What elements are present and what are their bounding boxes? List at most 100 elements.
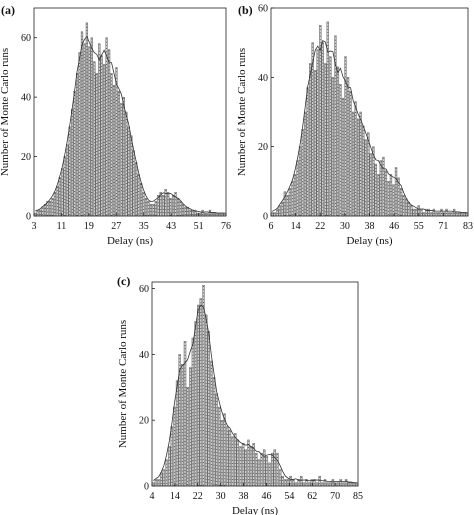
bar-stipple: [81, 214, 83, 216]
bar-stipple: [130, 194, 132, 196]
bar-stipple: [163, 476, 165, 478]
bar-stipple: [138, 197, 140, 199]
bar-stipple: [367, 210, 369, 212]
bar-stipple: [208, 421, 210, 423]
bar-stipple: [314, 83, 316, 85]
bar-stipple: [314, 157, 316, 159]
bar-stipple: [208, 440, 210, 442]
bar-stipple: [387, 210, 389, 212]
bar-stipple: [307, 200, 309, 202]
bar-stipple: [218, 407, 220, 409]
bar-stipple: [71, 176, 73, 178]
bar-stipple: [210, 416, 212, 418]
bar-stipple: [106, 134, 108, 136]
bar-stipple: [210, 393, 212, 395]
bar-stipple: [309, 131, 311, 133]
bar-stipple: [203, 330, 204, 332]
bar-stipple: [327, 89, 329, 91]
bar-stipple: [360, 183, 362, 185]
bar-stipple: [357, 145, 359, 147]
x-tick-label: 35: [139, 221, 149, 232]
bar-stipple: [210, 441, 212, 443]
bar-stipple: [195, 479, 197, 480]
bar-stipple: [56, 209, 58, 211]
bar-stipple: [176, 471, 178, 472]
bar-stipple: [342, 118, 344, 119]
bar-stipple: [213, 422, 215, 424]
bar-stipple: [81, 128, 83, 130]
bar-stipple: [213, 467, 215, 469]
bar-stipple: [446, 213, 447, 214]
bar-stipple: [221, 481, 223, 483]
bar-stipple: [224, 455, 226, 457]
bar-stipple: [377, 181, 379, 183]
bar-stipple: [213, 426, 215, 428]
bar-stipple: [382, 183, 384, 185]
bar-stipple: [74, 171, 76, 173]
bar-stipple: [216, 452, 218, 454]
bar-stipple: [319, 483, 321, 485]
bar-stipple: [197, 305, 199, 307]
bar-stipple: [120, 158, 122, 160]
bar-stipple: [213, 381, 215, 383]
bar-stipple: [370, 154, 372, 156]
bar-stipple: [314, 160, 316, 162]
bar-stipple: [64, 182, 66, 184]
bar-stipple: [197, 379, 199, 381]
bar-stipple: [203, 366, 204, 367]
bar-stipple: [86, 142, 88, 143]
x-axis-title: Delay (ns): [107, 235, 153, 247]
bar-stipple: [76, 131, 78, 133]
bar-stipple: [187, 397, 189, 399]
bar-stipple: [203, 340, 204, 342]
bar-stipple: [403, 195, 405, 197]
bar-stipple: [247, 463, 249, 464]
bar-stipple: [242, 450, 244, 452]
bar-stipple: [44, 208, 46, 209]
bar-stipple: [123, 110, 125, 112]
bar-stipple: [352, 208, 354, 210]
bar-stipple: [319, 160, 321, 162]
bar-stipple: [387, 204, 389, 206]
bar-stipple: [332, 148, 334, 150]
bar-stipple: [322, 161, 324, 163]
bar-stipple: [205, 427, 207, 429]
bar-stipple: [352, 135, 354, 137]
bar-stipple: [176, 448, 178, 450]
bar-stipple: [334, 71, 336, 73]
bar-stipple: [390, 178, 392, 180]
bar-stipple: [355, 121, 357, 123]
bar-stipple: [88, 53, 90, 55]
bar-stipple: [329, 121, 331, 123]
bar-stipple: [304, 199, 306, 201]
bar-stipple: [91, 169, 93, 171]
bar-stipple: [176, 461, 178, 463]
bar-stipple: [195, 408, 197, 410]
bar-stipple: [200, 347, 202, 349]
bar-stipple: [71, 189, 73, 191]
bar-stipple: [302, 139, 304, 141]
bar-stipple: [360, 192, 362, 194]
bar-stipple: [312, 46, 314, 48]
bar-stipple: [39, 210, 41, 212]
bar-stipple: [362, 203, 364, 205]
bar-stipple: [184, 367, 186, 369]
bar-stipple: [101, 197, 103, 198]
bar-stipple: [334, 49, 336, 51]
bar-stipple: [307, 206, 309, 208]
bar-stipple: [195, 450, 197, 452]
bar-stipple: [329, 175, 331, 177]
bar-stipple: [203, 462, 204, 463]
bar-stipple: [329, 166, 331, 167]
bar-stipple: [111, 122, 112, 124]
bar-stipple: [205, 392, 207, 394]
bar-stipple: [324, 67, 326, 69]
bar-stipple: [81, 115, 83, 117]
bar-stipple: [200, 436, 202, 438]
bar-stipple: [96, 205, 98, 207]
bar-stipple: [61, 175, 63, 177]
bar-stipple: [184, 469, 186, 471]
bar-stipple: [393, 195, 394, 197]
bar-stipple: [253, 469, 255, 471]
bar-stipple: [382, 157, 384, 159]
